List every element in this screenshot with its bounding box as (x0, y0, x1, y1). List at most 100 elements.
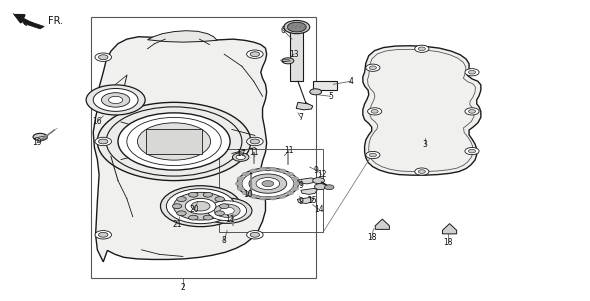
Circle shape (369, 66, 376, 70)
Circle shape (465, 69, 479, 76)
Circle shape (118, 113, 230, 170)
Circle shape (250, 194, 257, 198)
Circle shape (95, 53, 112, 61)
Circle shape (278, 194, 286, 198)
Circle shape (282, 58, 294, 64)
Circle shape (232, 153, 249, 161)
Text: 15: 15 (307, 196, 316, 205)
Text: 17: 17 (236, 149, 245, 158)
Circle shape (109, 96, 123, 104)
Circle shape (33, 133, 47, 141)
Text: FR.: FR. (48, 16, 64, 26)
Circle shape (189, 192, 198, 197)
Text: 11: 11 (249, 147, 258, 157)
Circle shape (468, 149, 476, 153)
Bar (146, 129, 202, 154)
Circle shape (237, 177, 244, 180)
Circle shape (313, 178, 324, 184)
Circle shape (418, 47, 425, 51)
Circle shape (242, 191, 249, 195)
Circle shape (137, 123, 211, 160)
Text: 10: 10 (243, 190, 253, 199)
Circle shape (95, 137, 112, 146)
Circle shape (220, 207, 234, 214)
Polygon shape (375, 219, 389, 229)
Bar (290, 29, 303, 81)
Circle shape (468, 70, 476, 74)
Text: 11: 11 (284, 146, 294, 155)
Circle shape (173, 192, 228, 220)
Circle shape (99, 232, 108, 237)
Circle shape (86, 85, 145, 115)
Text: 9: 9 (313, 166, 318, 175)
Circle shape (465, 147, 479, 155)
Circle shape (418, 170, 425, 173)
Circle shape (97, 102, 251, 181)
Text: 4: 4 (349, 77, 353, 86)
Circle shape (366, 151, 380, 159)
Circle shape (250, 169, 257, 173)
Text: 19: 19 (32, 138, 41, 147)
Circle shape (250, 232, 260, 237)
Circle shape (160, 186, 241, 227)
Circle shape (215, 197, 224, 201)
Text: 21: 21 (172, 220, 182, 229)
Circle shape (237, 168, 299, 199)
Text: 8: 8 (222, 236, 227, 245)
Circle shape (278, 169, 286, 173)
Circle shape (191, 201, 210, 211)
Circle shape (166, 189, 235, 224)
Circle shape (293, 182, 300, 185)
Text: 14: 14 (314, 205, 323, 214)
Circle shape (203, 215, 212, 220)
Text: 6: 6 (281, 26, 286, 35)
Circle shape (270, 167, 277, 171)
Circle shape (202, 198, 252, 223)
Polygon shape (301, 188, 317, 194)
Polygon shape (148, 31, 217, 42)
Bar (91, 17, 316, 278)
Text: 18: 18 (444, 238, 453, 247)
Circle shape (284, 20, 310, 34)
Circle shape (172, 204, 182, 209)
Circle shape (95, 231, 112, 239)
Polygon shape (297, 197, 314, 203)
Circle shape (177, 197, 186, 201)
Circle shape (415, 168, 429, 175)
Text: 2: 2 (181, 283, 185, 292)
Circle shape (287, 22, 306, 32)
Circle shape (371, 110, 378, 113)
Circle shape (247, 231, 263, 239)
Circle shape (219, 204, 229, 209)
Text: 13: 13 (289, 50, 299, 59)
Circle shape (250, 52, 260, 57)
Circle shape (468, 110, 476, 113)
Circle shape (189, 215, 198, 220)
Circle shape (256, 178, 280, 190)
Circle shape (247, 137, 263, 146)
Circle shape (203, 192, 212, 197)
Circle shape (214, 204, 240, 217)
Circle shape (287, 172, 294, 176)
Polygon shape (93, 37, 267, 262)
Circle shape (242, 170, 294, 197)
Circle shape (291, 187, 299, 191)
Circle shape (366, 64, 380, 71)
Circle shape (259, 196, 266, 200)
Text: 16: 16 (93, 117, 102, 126)
Text: 11: 11 (225, 215, 235, 224)
Circle shape (324, 185, 334, 190)
Circle shape (177, 211, 186, 216)
Circle shape (314, 184, 326, 190)
Circle shape (291, 177, 299, 180)
Circle shape (249, 174, 287, 193)
Text: 20: 20 (190, 205, 199, 214)
Text: 18: 18 (367, 233, 376, 242)
Circle shape (215, 211, 224, 216)
Circle shape (415, 45, 429, 52)
Circle shape (270, 196, 277, 200)
Text: 12: 12 (317, 170, 326, 179)
Polygon shape (296, 102, 313, 110)
Polygon shape (442, 224, 457, 234)
Circle shape (235, 182, 242, 185)
